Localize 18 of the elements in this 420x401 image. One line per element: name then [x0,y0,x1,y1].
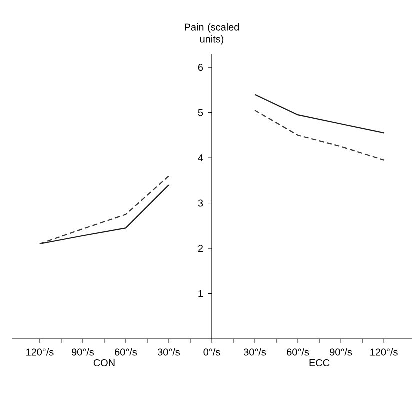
x-tick-label: 90°/s [72,348,94,356]
y-tick-label: 6 [198,64,204,72]
y-tick-label: 4 [198,154,204,162]
x-tick-label: 0°/s [204,348,220,356]
x-tick-label: 120°/s [26,348,54,356]
x-tick-label: 90°/s [330,348,352,356]
y-tick-label: 2 [198,245,204,252]
x-tick-label: 60°/s [115,348,138,356]
text: CON [94,359,115,367]
y-axis-title: Pain (scaled units) [185,24,240,45]
y-tick-label: 5 [198,109,204,116]
x-tick-label: 30°/s [158,348,180,356]
x-tick-label: 60°/s [287,348,310,356]
text: ECC [310,359,330,367]
y-tick-label: 3 [198,200,204,207]
x-tick-label: 120°/s [370,348,398,356]
x-tick-label: 30°/s [244,348,266,356]
y-tick-label: 1 [198,290,204,298]
